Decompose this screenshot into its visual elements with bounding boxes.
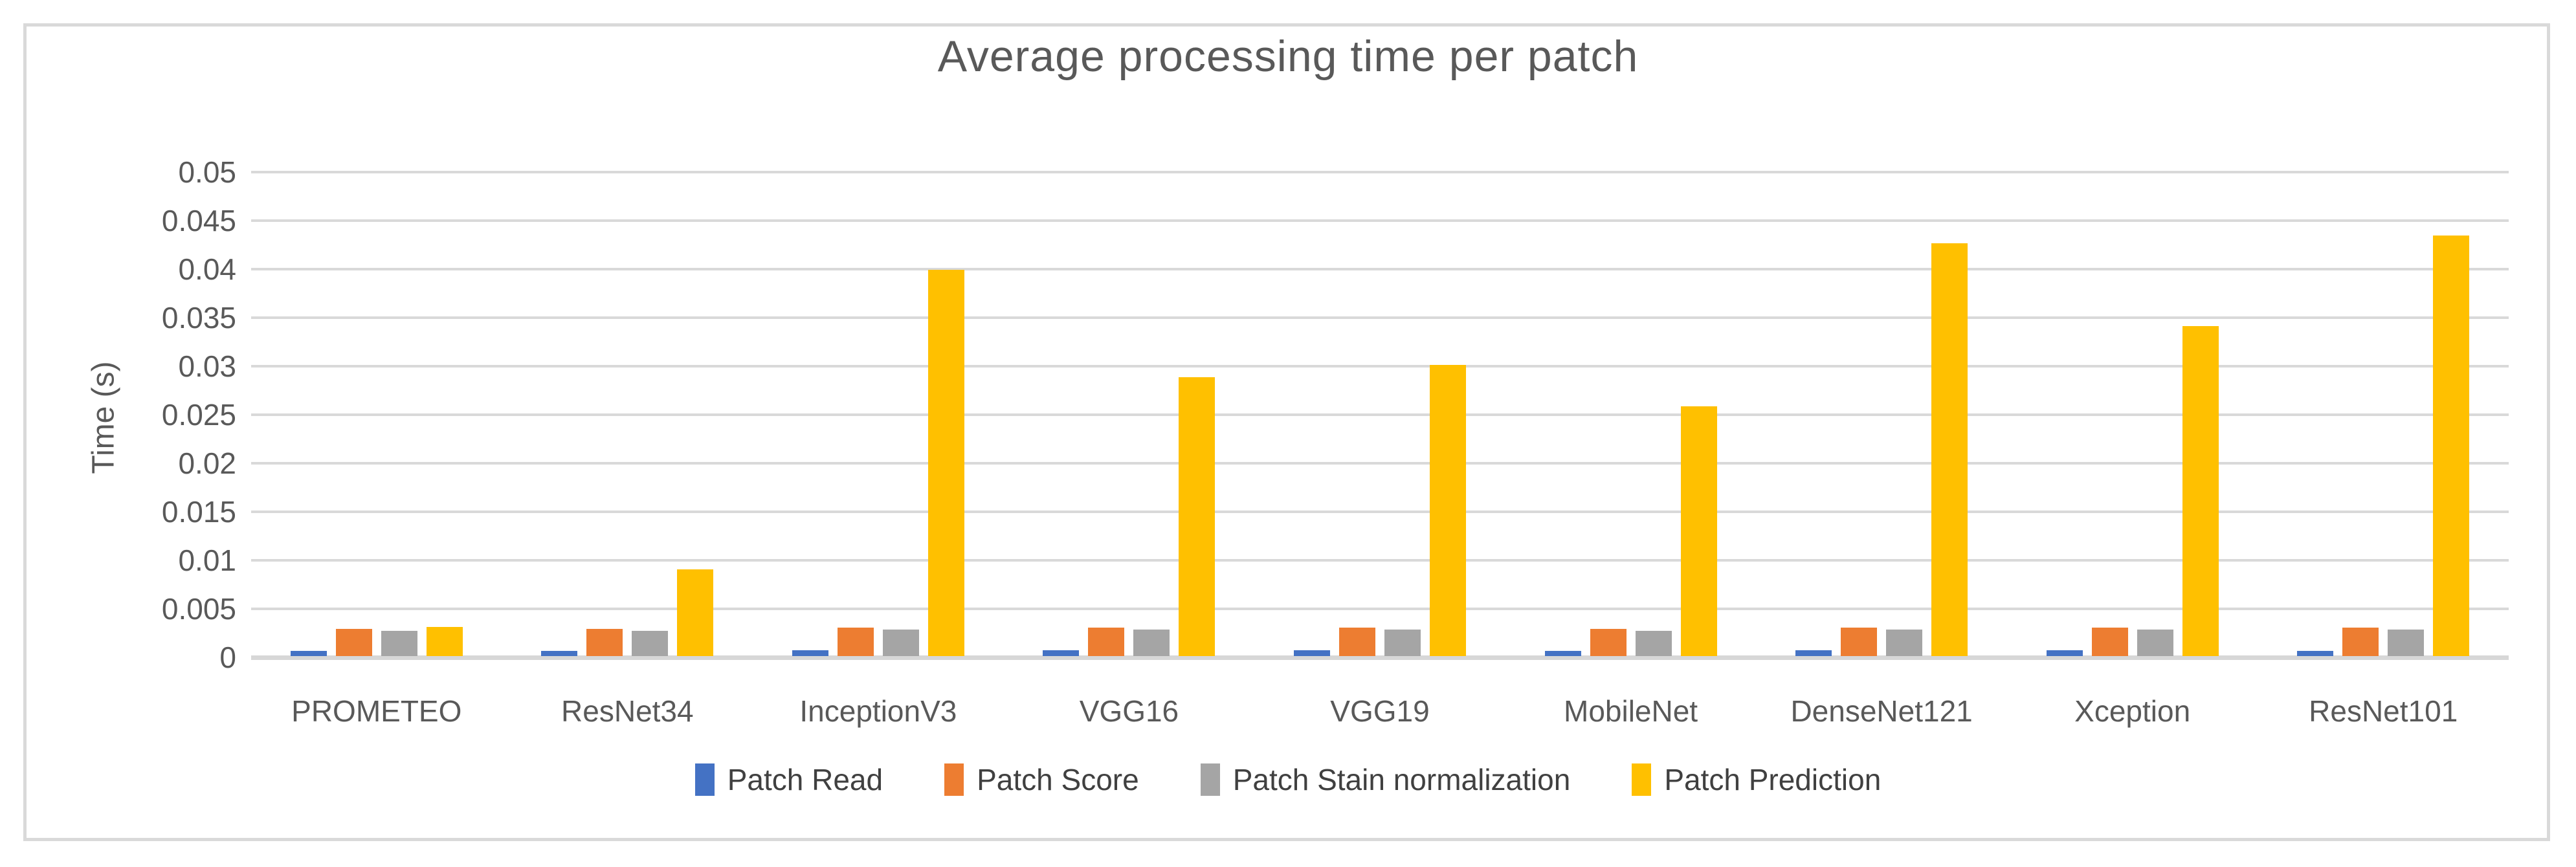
bar bbox=[2297, 651, 2333, 656]
bar bbox=[792, 650, 828, 656]
bar bbox=[1043, 650, 1079, 656]
y-tick-label: 0.015 bbox=[161, 495, 236, 529]
bar bbox=[1681, 406, 1717, 656]
bar bbox=[381, 631, 417, 656]
gridline bbox=[251, 559, 2509, 562]
chart-frame bbox=[23, 23, 2550, 841]
x-axis-line bbox=[251, 655, 2509, 660]
category-label: VGG19 bbox=[1330, 694, 1430, 728]
category-label: ResNet101 bbox=[2309, 694, 2458, 728]
bar bbox=[1886, 630, 1922, 656]
category-label: MobileNet bbox=[1564, 694, 1698, 728]
legend-label: Patch Score bbox=[977, 763, 1139, 796]
bar bbox=[1133, 630, 1170, 656]
bar bbox=[1590, 629, 1627, 656]
gridline bbox=[251, 316, 2509, 319]
y-tick-label: 0.02 bbox=[178, 446, 236, 480]
gridline bbox=[251, 413, 2509, 416]
y-tick-label: 0.04 bbox=[178, 252, 236, 286]
bar bbox=[2047, 650, 2083, 656]
bar bbox=[336, 629, 372, 656]
bar bbox=[427, 627, 463, 656]
y-tick-label: 0.05 bbox=[178, 155, 236, 189]
gridline bbox=[251, 608, 2509, 610]
legend-swatch bbox=[694, 763, 715, 796]
bar bbox=[2092, 628, 2128, 656]
gridline bbox=[251, 365, 2509, 368]
category-label: Xception bbox=[2074, 694, 2191, 728]
gridline bbox=[251, 171, 2509, 173]
bar bbox=[2137, 630, 2173, 656]
legend-swatch bbox=[1200, 763, 1220, 796]
category-label: DenseNet121 bbox=[1790, 694, 1973, 728]
chart-title: Average processing time per patch bbox=[937, 32, 1639, 81]
bar bbox=[1931, 243, 1968, 656]
bar bbox=[632, 631, 668, 656]
bar bbox=[1179, 377, 1215, 656]
y-tick-label: 0.005 bbox=[161, 592, 236, 626]
y-tick-label: 0 bbox=[219, 641, 236, 674]
bar bbox=[586, 629, 623, 656]
category-label: ResNet34 bbox=[561, 694, 694, 728]
bar bbox=[1088, 628, 1124, 656]
y-tick-label: 0.045 bbox=[161, 204, 236, 237]
legend-item: Patch Stain normalization bbox=[1200, 762, 1571, 797]
gridline bbox=[251, 510, 2509, 513]
bar bbox=[291, 651, 327, 656]
bar bbox=[541, 651, 577, 656]
y-tick-label: 0.035 bbox=[161, 301, 236, 335]
gridline bbox=[251, 219, 2509, 222]
legend: Patch Read Patch Score Patch Stain normali… bbox=[0, 762, 2576, 797]
bar bbox=[2433, 236, 2469, 656]
y-tick-label: 0.01 bbox=[178, 543, 236, 577]
bar bbox=[1339, 628, 1375, 656]
bar bbox=[1841, 628, 1877, 656]
legend-item: Patch Prediction bbox=[1632, 762, 1881, 797]
gridline bbox=[251, 462, 2509, 465]
bar bbox=[1430, 365, 1466, 656]
legend-label: Patch Stain normalization bbox=[1232, 763, 1571, 796]
bar bbox=[2182, 326, 2219, 656]
bar bbox=[1636, 631, 1672, 656]
bar bbox=[1795, 650, 1832, 656]
y-axis-title: Time (s) bbox=[86, 361, 121, 474]
legend-label: Patch Read bbox=[727, 763, 883, 796]
legend-swatch bbox=[1632, 763, 1652, 796]
bar bbox=[1294, 650, 1330, 656]
gridline bbox=[251, 268, 2509, 270]
bar bbox=[1384, 630, 1421, 656]
legend-item: Patch Read bbox=[694, 762, 883, 797]
category-label: PROMETEO bbox=[291, 694, 462, 728]
bar bbox=[2388, 630, 2424, 656]
category-label: InceptionV3 bbox=[799, 694, 957, 728]
bar bbox=[883, 630, 919, 656]
y-tick-label: 0.025 bbox=[161, 398, 236, 432]
bar bbox=[838, 628, 874, 656]
bar bbox=[928, 270, 964, 656]
y-tick-label: 0.03 bbox=[178, 349, 236, 383]
category-label: VGG16 bbox=[1079, 694, 1179, 728]
bar bbox=[1545, 651, 1581, 656]
legend-label: Patch Prediction bbox=[1664, 763, 1882, 796]
legend-item: Patch Score bbox=[944, 762, 1139, 797]
bar bbox=[677, 569, 713, 656]
legend-swatch bbox=[944, 763, 964, 796]
bar bbox=[2342, 628, 2379, 656]
